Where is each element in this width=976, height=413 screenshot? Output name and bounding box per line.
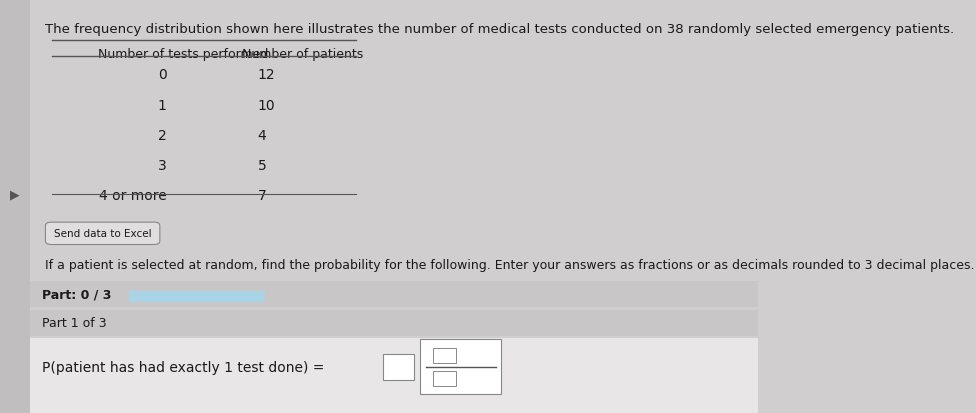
Text: 1: 1 [158, 98, 167, 112]
FancyBboxPatch shape [0, 0, 30, 413]
Text: The frequency distribution shown here illustrates the number of medical tests co: The frequency distribution shown here il… [46, 23, 955, 36]
Text: Number of patients: Number of patients [242, 47, 364, 60]
Text: ▶: ▶ [11, 188, 20, 201]
FancyBboxPatch shape [433, 371, 456, 386]
Text: 2: 2 [158, 128, 167, 142]
FancyBboxPatch shape [30, 338, 757, 413]
FancyBboxPatch shape [421, 339, 501, 394]
Text: 3: 3 [158, 159, 167, 173]
Text: Part 1 of 3: Part 1 of 3 [42, 316, 106, 330]
Text: 4 or more: 4 or more [99, 189, 167, 203]
Text: 0: 0 [158, 68, 167, 82]
Text: Number of tests performed: Number of tests performed [99, 47, 268, 60]
FancyBboxPatch shape [30, 310, 757, 337]
FancyBboxPatch shape [383, 354, 415, 380]
Text: Send data to Excel: Send data to Excel [55, 229, 152, 239]
Text: 12: 12 [258, 68, 275, 82]
FancyBboxPatch shape [30, 281, 757, 308]
Text: 10: 10 [258, 98, 275, 112]
Text: If a patient is selected at random, find the probability for the following. Ente: If a patient is selected at random, find… [46, 258, 975, 271]
FancyBboxPatch shape [46, 223, 160, 245]
Text: 5: 5 [258, 159, 266, 173]
FancyBboxPatch shape [129, 291, 265, 302]
Text: 7: 7 [258, 189, 266, 203]
Text: 4: 4 [258, 128, 266, 142]
FancyBboxPatch shape [433, 348, 456, 363]
Text: Part: 0 / 3: Part: 0 / 3 [42, 287, 111, 301]
Text: P(patient has had exactly 1 test done) =: P(patient has had exactly 1 test done) = [42, 360, 324, 374]
